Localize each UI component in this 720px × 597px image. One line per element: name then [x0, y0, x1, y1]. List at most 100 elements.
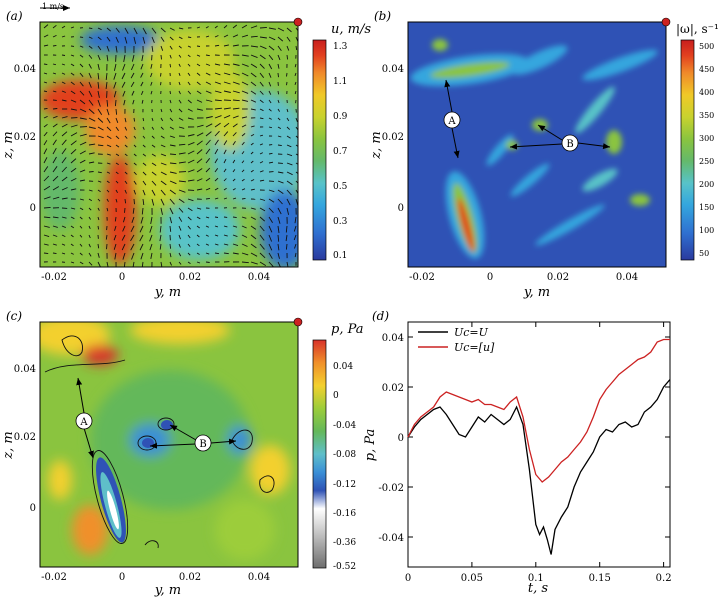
velocity-vector [259, 170, 264, 173]
panel-b-field [408, 22, 666, 267]
velocity-vector [196, 26, 201, 29]
velocity-vector [178, 54, 182, 58]
velocity-vector [187, 72, 191, 76]
velocity-vector [115, 162, 119, 165]
velocity-vector [241, 54, 249, 57]
velocity-vector [130, 63, 135, 71]
velocity-vector [97, 117, 104, 123]
velocity-vector [88, 216, 91, 220]
velocity-vector [205, 116, 213, 119]
velocity-vector [169, 90, 171, 95]
velocity-vector [268, 54, 274, 61]
velocity-vector [294, 216, 297, 224]
velocity-vector [205, 216, 210, 219]
velocity-vector [121, 81, 126, 88]
velocity-vector [295, 126, 298, 131]
velocity-vector [250, 108, 256, 111]
velocity-vector [124, 153, 128, 157]
x-tick: -0.02 [41, 272, 67, 283]
velocity-vector [250, 252, 258, 257]
velocity-vector [223, 114, 231, 119]
velocity-vector [187, 225, 191, 230]
velocity-vector [178, 216, 183, 222]
x-tick: 0.04 [616, 272, 638, 283]
velocity-vector [88, 225, 91, 229]
velocity-vector [268, 261, 274, 267]
velocity-vector [214, 225, 219, 228]
velocity-vector [151, 126, 155, 130]
velocity-vector [196, 45, 201, 47]
velocity-vector [61, 123, 68, 128]
velocity-vector [70, 234, 74, 238]
velocity-vector [61, 63, 66, 66]
colorbar-c [312, 339, 327, 569]
velocity-vector [178, 225, 182, 231]
x-axis-label: y, m [154, 583, 181, 597]
cb-b-tick: 400 [699, 88, 714, 97]
colorbar-b [680, 39, 695, 261]
velocity-vector [205, 243, 209, 246]
x-tick: 0 [487, 272, 493, 283]
x-axis-label: y, m [154, 285, 181, 300]
velocity-vector [124, 36, 128, 44]
velocity-vector [205, 187, 211, 191]
velocity-vector [70, 252, 74, 255]
velocity-vector [241, 169, 245, 173]
velocity-vector [115, 135, 120, 140]
velocity-vector [259, 234, 265, 241]
velocity-vector [43, 166, 49, 173]
velocity-vector [43, 90, 48, 93]
velocity-vector [286, 135, 291, 139]
velocity-vector [130, 72, 135, 79]
velocity-vector [97, 144, 104, 147]
velocity-vector [142, 180, 147, 186]
velocity-vector [79, 243, 83, 247]
velocity-vector [52, 166, 58, 173]
velocity-vector [79, 150, 86, 155]
velocity-vector [113, 234, 117, 241]
velocity-vector [277, 126, 282, 129]
velocity-vector [133, 162, 137, 166]
velocity-vector [159, 234, 162, 242]
velocity-vector [106, 189, 110, 193]
marker-b-label: B [566, 139, 573, 150]
velocity-vector [43, 185, 51, 191]
velocity-vector [52, 44, 57, 47]
velocity-vector [88, 143, 96, 146]
velocity-vector [277, 108, 280, 112]
velocity-vector [277, 36, 284, 42]
velocity-vector [178, 45, 182, 49]
velocity-vector [250, 134, 255, 137]
velocity-vector [61, 176, 68, 182]
y-tick-label: 0.02 [382, 383, 404, 394]
velocity-vector [169, 36, 174, 41]
velocity-vector [52, 225, 58, 228]
velocity-vector [61, 216, 67, 219]
velocity-vector [223, 122, 230, 128]
velocity-vector [133, 198, 135, 205]
velocity-vector [97, 27, 102, 31]
velocity-vector [114, 225, 117, 231]
velocity-vector [277, 171, 284, 174]
velocity-vector [106, 36, 111, 42]
velocity-vector [97, 207, 100, 211]
velocity-vector [268, 81, 272, 87]
velocity-vector [106, 162, 111, 165]
velocity-vector [205, 81, 212, 85]
velocity-vector [169, 144, 176, 147]
velocity-vector [250, 243, 257, 249]
velocity-vector [52, 34, 57, 38]
velocity-vector [250, 261, 258, 265]
velocity-vector [268, 99, 272, 104]
velocity-vector [139, 225, 144, 233]
velocity-vector [232, 63, 240, 66]
plot-frame [407, 321, 671, 568]
velocity-vector [97, 261, 101, 267]
velocity-vector [106, 126, 112, 132]
velocity-vector [70, 158, 77, 164]
velocity-vector [250, 25, 258, 29]
velocity-vector [196, 178, 203, 182]
velocity-vector [259, 243, 265, 250]
marker-a-circle [75, 412, 93, 430]
velocity-vector [52, 234, 58, 237]
